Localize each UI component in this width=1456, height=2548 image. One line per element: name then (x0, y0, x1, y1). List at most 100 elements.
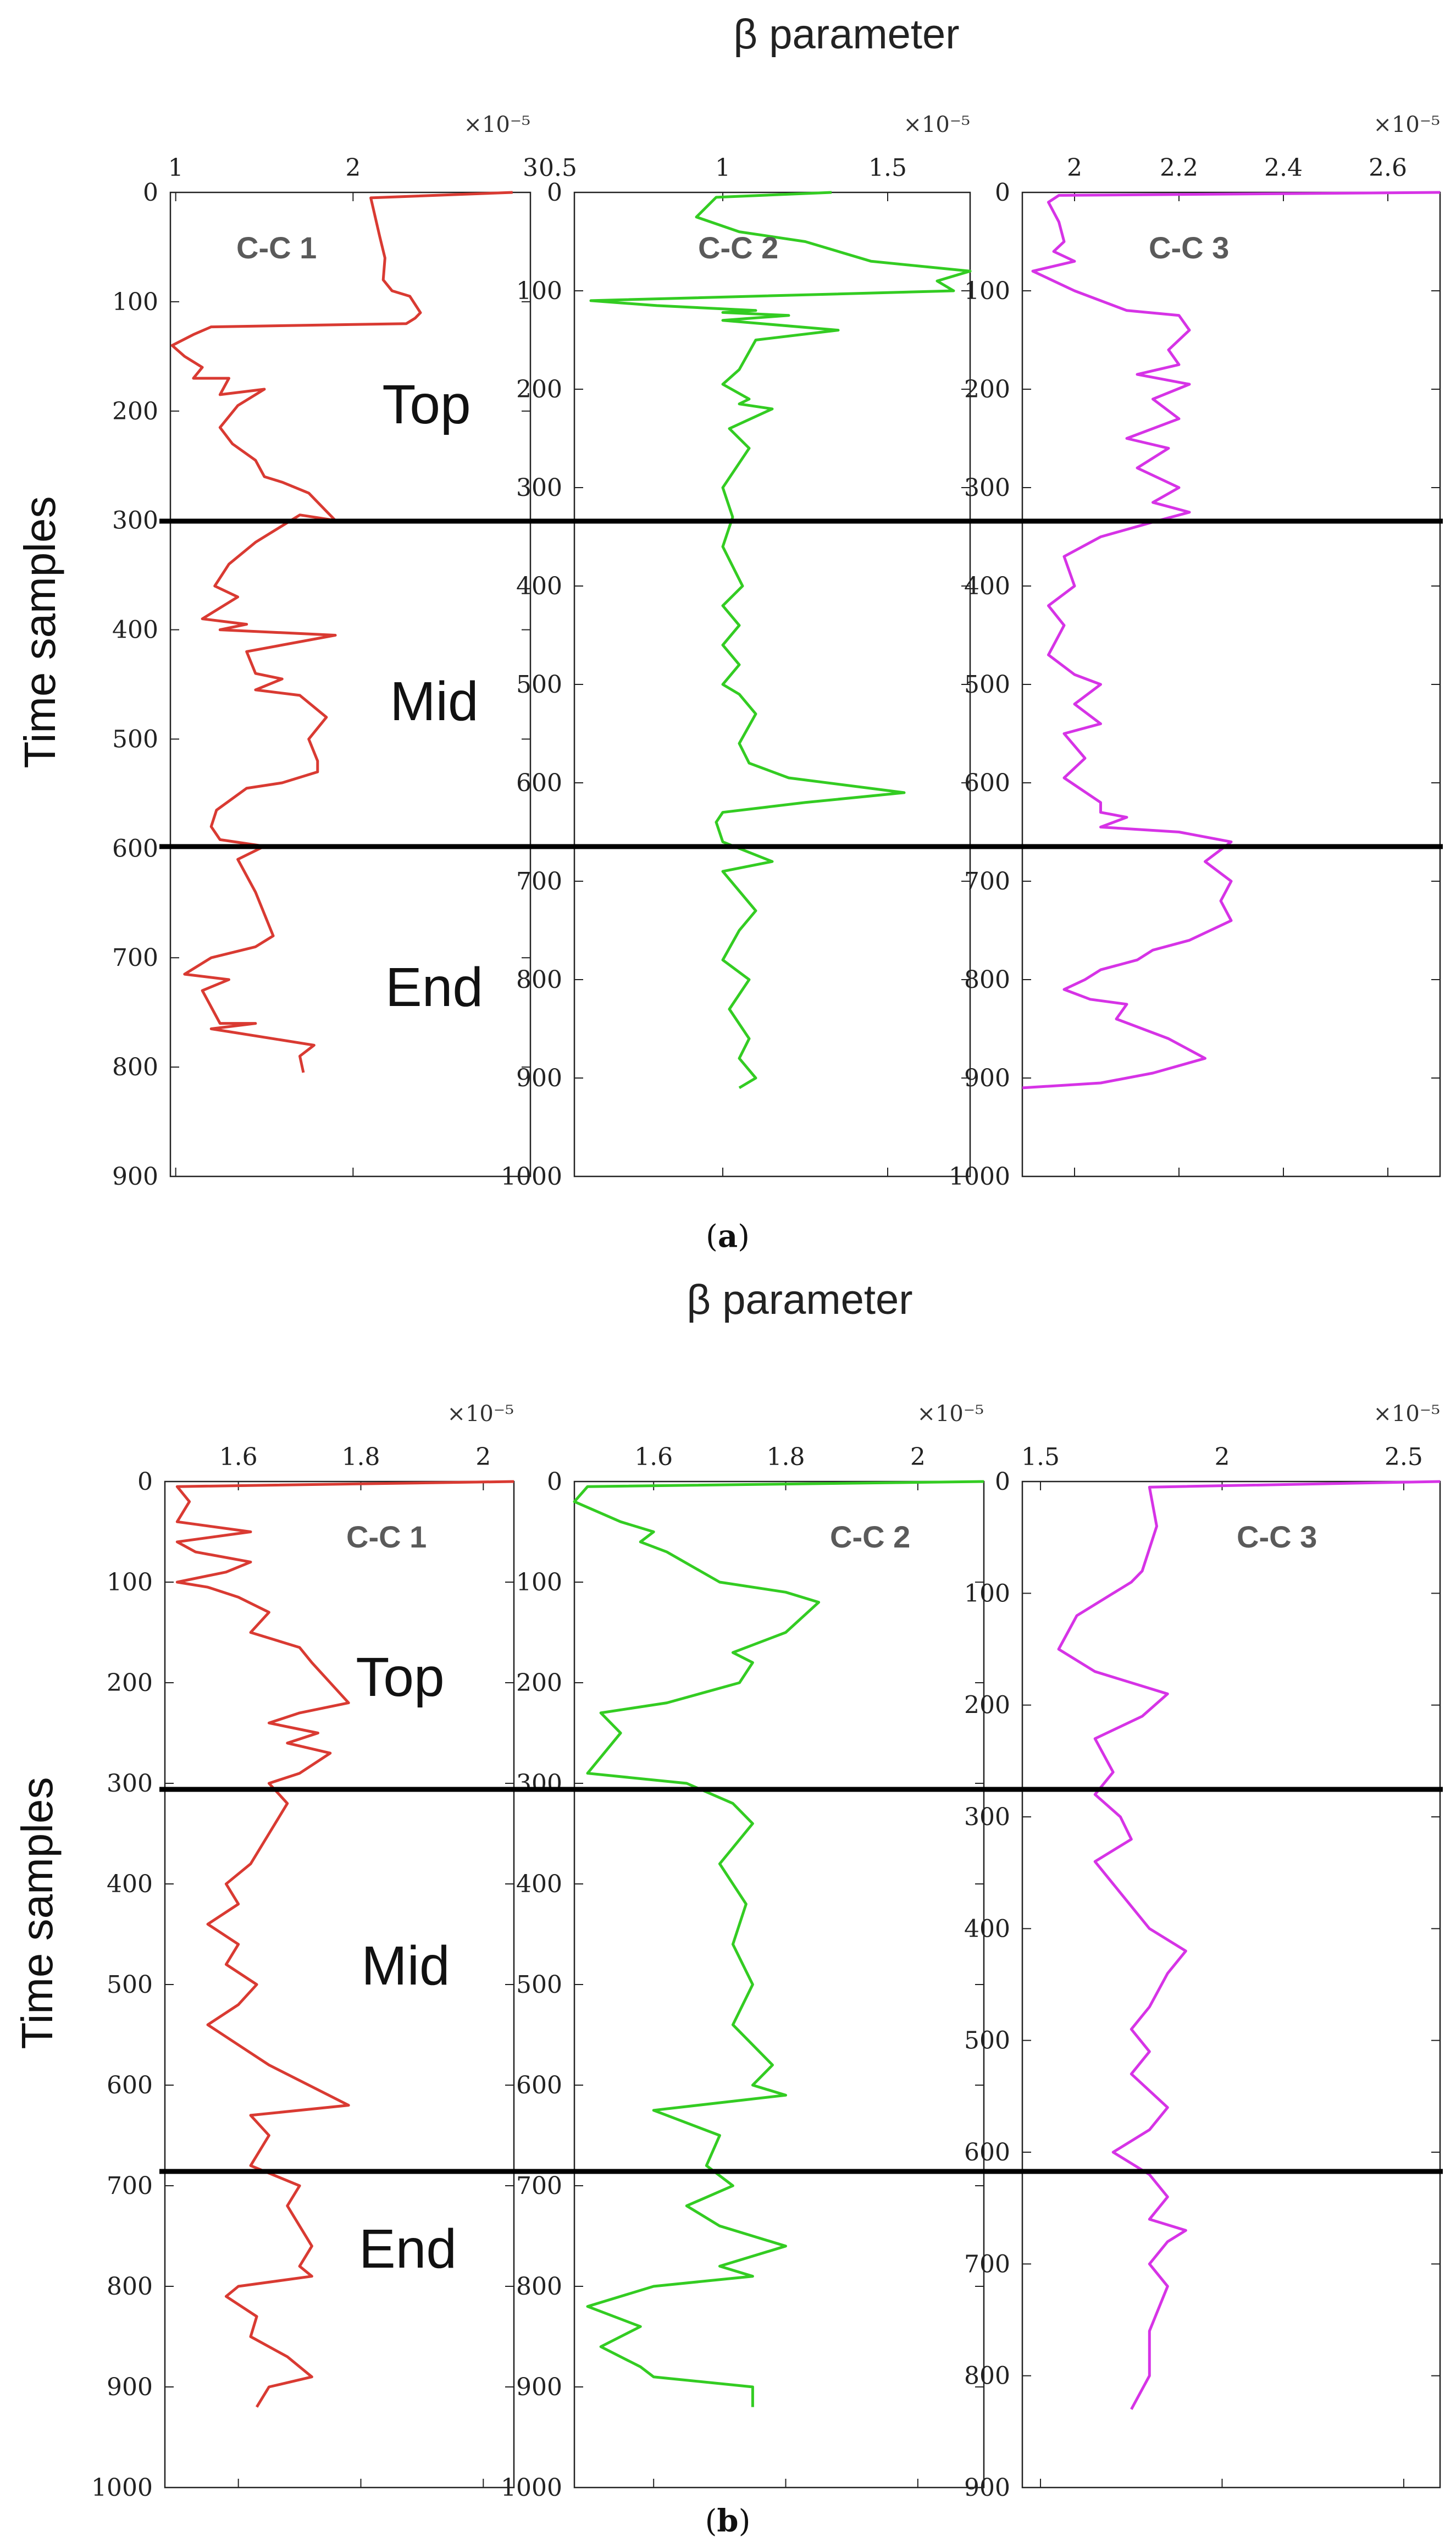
series-line (589, 191, 972, 1090)
panel-a-title: β parameter (733, 11, 959, 58)
y-tick-label: 600 (516, 769, 562, 797)
y-tick-label: 500 (964, 2027, 1010, 2055)
panel-a-ylabel: Time samples (15, 496, 64, 769)
region-label-top: Top (382, 374, 470, 435)
y-tick-label: 1000 (949, 1163, 1010, 1191)
x-tick-label: 2 (1067, 154, 1082, 182)
y-tick-label: 200 (964, 1692, 1010, 1720)
plot-frame (169, 191, 532, 1178)
y-tick-label: 300 (516, 474, 562, 502)
y-tick-label: 300 (112, 507, 158, 535)
caption-letter: b (717, 2503, 738, 2539)
y-tick-label: 300 (107, 1770, 153, 1798)
y-tick-label: 100 (964, 1579, 1010, 1607)
y-tick-label: 900 (516, 1064, 562, 1092)
plot-frame (1021, 191, 1441, 1178)
x-tick-label: 2 (475, 1443, 491, 1471)
chart-label: C-C 3 (1237, 1519, 1317, 1554)
y-tick-label: 100 (112, 288, 158, 316)
x-tick-label: 2 (910, 1443, 926, 1471)
chart-label: C-C 2 (830, 1519, 910, 1554)
y-tick-label: 500 (516, 1971, 562, 1999)
y-tick-label: 1000 (91, 2474, 153, 2502)
y-tick-label: 400 (964, 572, 1010, 600)
panel-b-ylabel: Time samples (13, 1777, 62, 2049)
chart-label: C-C 3 (1149, 230, 1229, 265)
y-tick-label: 600 (107, 2071, 153, 2099)
x-tick-label: 1.6 (219, 1443, 258, 1471)
panel-b-caption: (b) (705, 2503, 751, 2539)
y-tick-label: 200 (107, 1669, 153, 1697)
region-label-end: End (385, 957, 483, 1018)
x-tick-label: 2 (345, 154, 361, 182)
y-tick-label: 1000 (501, 2474, 562, 2502)
chart-label: C-C 1 (236, 230, 317, 265)
axis-multiplier: ×10⁻⁵ (463, 112, 530, 137)
y-tick-label: 600 (964, 769, 1010, 797)
x-tick-label: 1.5 (868, 154, 907, 182)
y-tick-label: 100 (516, 1568, 562, 1596)
x-tick-label: 2.5 (1385, 1443, 1423, 1471)
plot-frame (573, 191, 971, 1178)
y-tick-label: 800 (107, 2273, 153, 2301)
y-tick-label: 800 (516, 966, 562, 994)
chart-label: C-C 2 (698, 230, 778, 265)
y-tick-label: 200 (112, 397, 158, 425)
y-tick-label: 100 (964, 277, 1010, 305)
caption-letter: a (718, 1218, 738, 1254)
y-tick-label: 900 (107, 2373, 153, 2401)
caption-open-paren: ( (705, 2503, 717, 2539)
y-tick-label: 900 (516, 2373, 562, 2401)
y-tick-label: 0 (547, 179, 562, 207)
y-tick-label: 700 (964, 867, 1010, 896)
y-tick-label: 700 (964, 2250, 1010, 2278)
y-tick-label: 100 (516, 277, 562, 305)
panel-a-caption: (a) (706, 1218, 750, 1254)
y-tick-label: 900 (112, 1163, 158, 1191)
y-tick-label: 400 (964, 1915, 1010, 1943)
series-line (1057, 1480, 1441, 2410)
caption-close-paren: ) (739, 2503, 751, 2539)
y-tick-label: 800 (516, 2273, 562, 2301)
region-label-end: End (359, 2218, 457, 2280)
region-label-mid: Mid (361, 1935, 450, 1997)
y-tick-label: 400 (107, 1870, 153, 1898)
y-tick-label: 0 (547, 1468, 562, 1496)
axis-multiplier: ×10⁻⁵ (1373, 112, 1440, 137)
caption-close-paren: ) (738, 1219, 750, 1254)
y-tick-label: 700 (516, 867, 562, 896)
x-tick-label: 1.6 (634, 1443, 673, 1471)
y-tick-label: 800 (112, 1053, 158, 1081)
series-line (1022, 191, 1441, 1090)
y-tick-label: 300 (516, 1770, 562, 1798)
y-tick-label: 800 (964, 2362, 1010, 2390)
x-tick-label: 2 (1214, 1443, 1230, 1471)
y-tick-label: 700 (112, 944, 158, 972)
y-tick-label: 600 (112, 834, 158, 863)
axis-multiplier: ×10⁻⁵ (903, 112, 970, 137)
y-tick-label: 0 (995, 179, 1010, 207)
y-tick-label: 100 (107, 1568, 153, 1596)
panel-b-title: β parameter (687, 1276, 912, 1323)
x-tick-label: 2.4 (1264, 154, 1303, 182)
y-tick-label: 800 (964, 966, 1010, 994)
series-line (573, 1480, 984, 2407)
x-tick-label: 2.6 (1369, 154, 1407, 182)
y-tick-label: 0 (995, 1468, 1010, 1496)
x-tick-label: 3 (523, 154, 538, 182)
x-tick-label: 1 (168, 154, 184, 182)
y-tick-label: 400 (516, 572, 562, 600)
x-tick-label: 0.5 (539, 154, 577, 182)
x-tick-label: 1.8 (341, 1443, 380, 1471)
y-tick-label: 500 (107, 1971, 153, 1999)
plot-frame (573, 1480, 985, 2489)
y-tick-label: 700 (516, 2172, 562, 2200)
plot-frame (1021, 1480, 1441, 2489)
y-tick-label: 400 (112, 616, 158, 644)
x-tick-label: 2.2 (1160, 154, 1198, 182)
caption-open-paren: ( (706, 1219, 718, 1254)
axis-multiplier: ×10⁻⁵ (447, 1401, 514, 1427)
